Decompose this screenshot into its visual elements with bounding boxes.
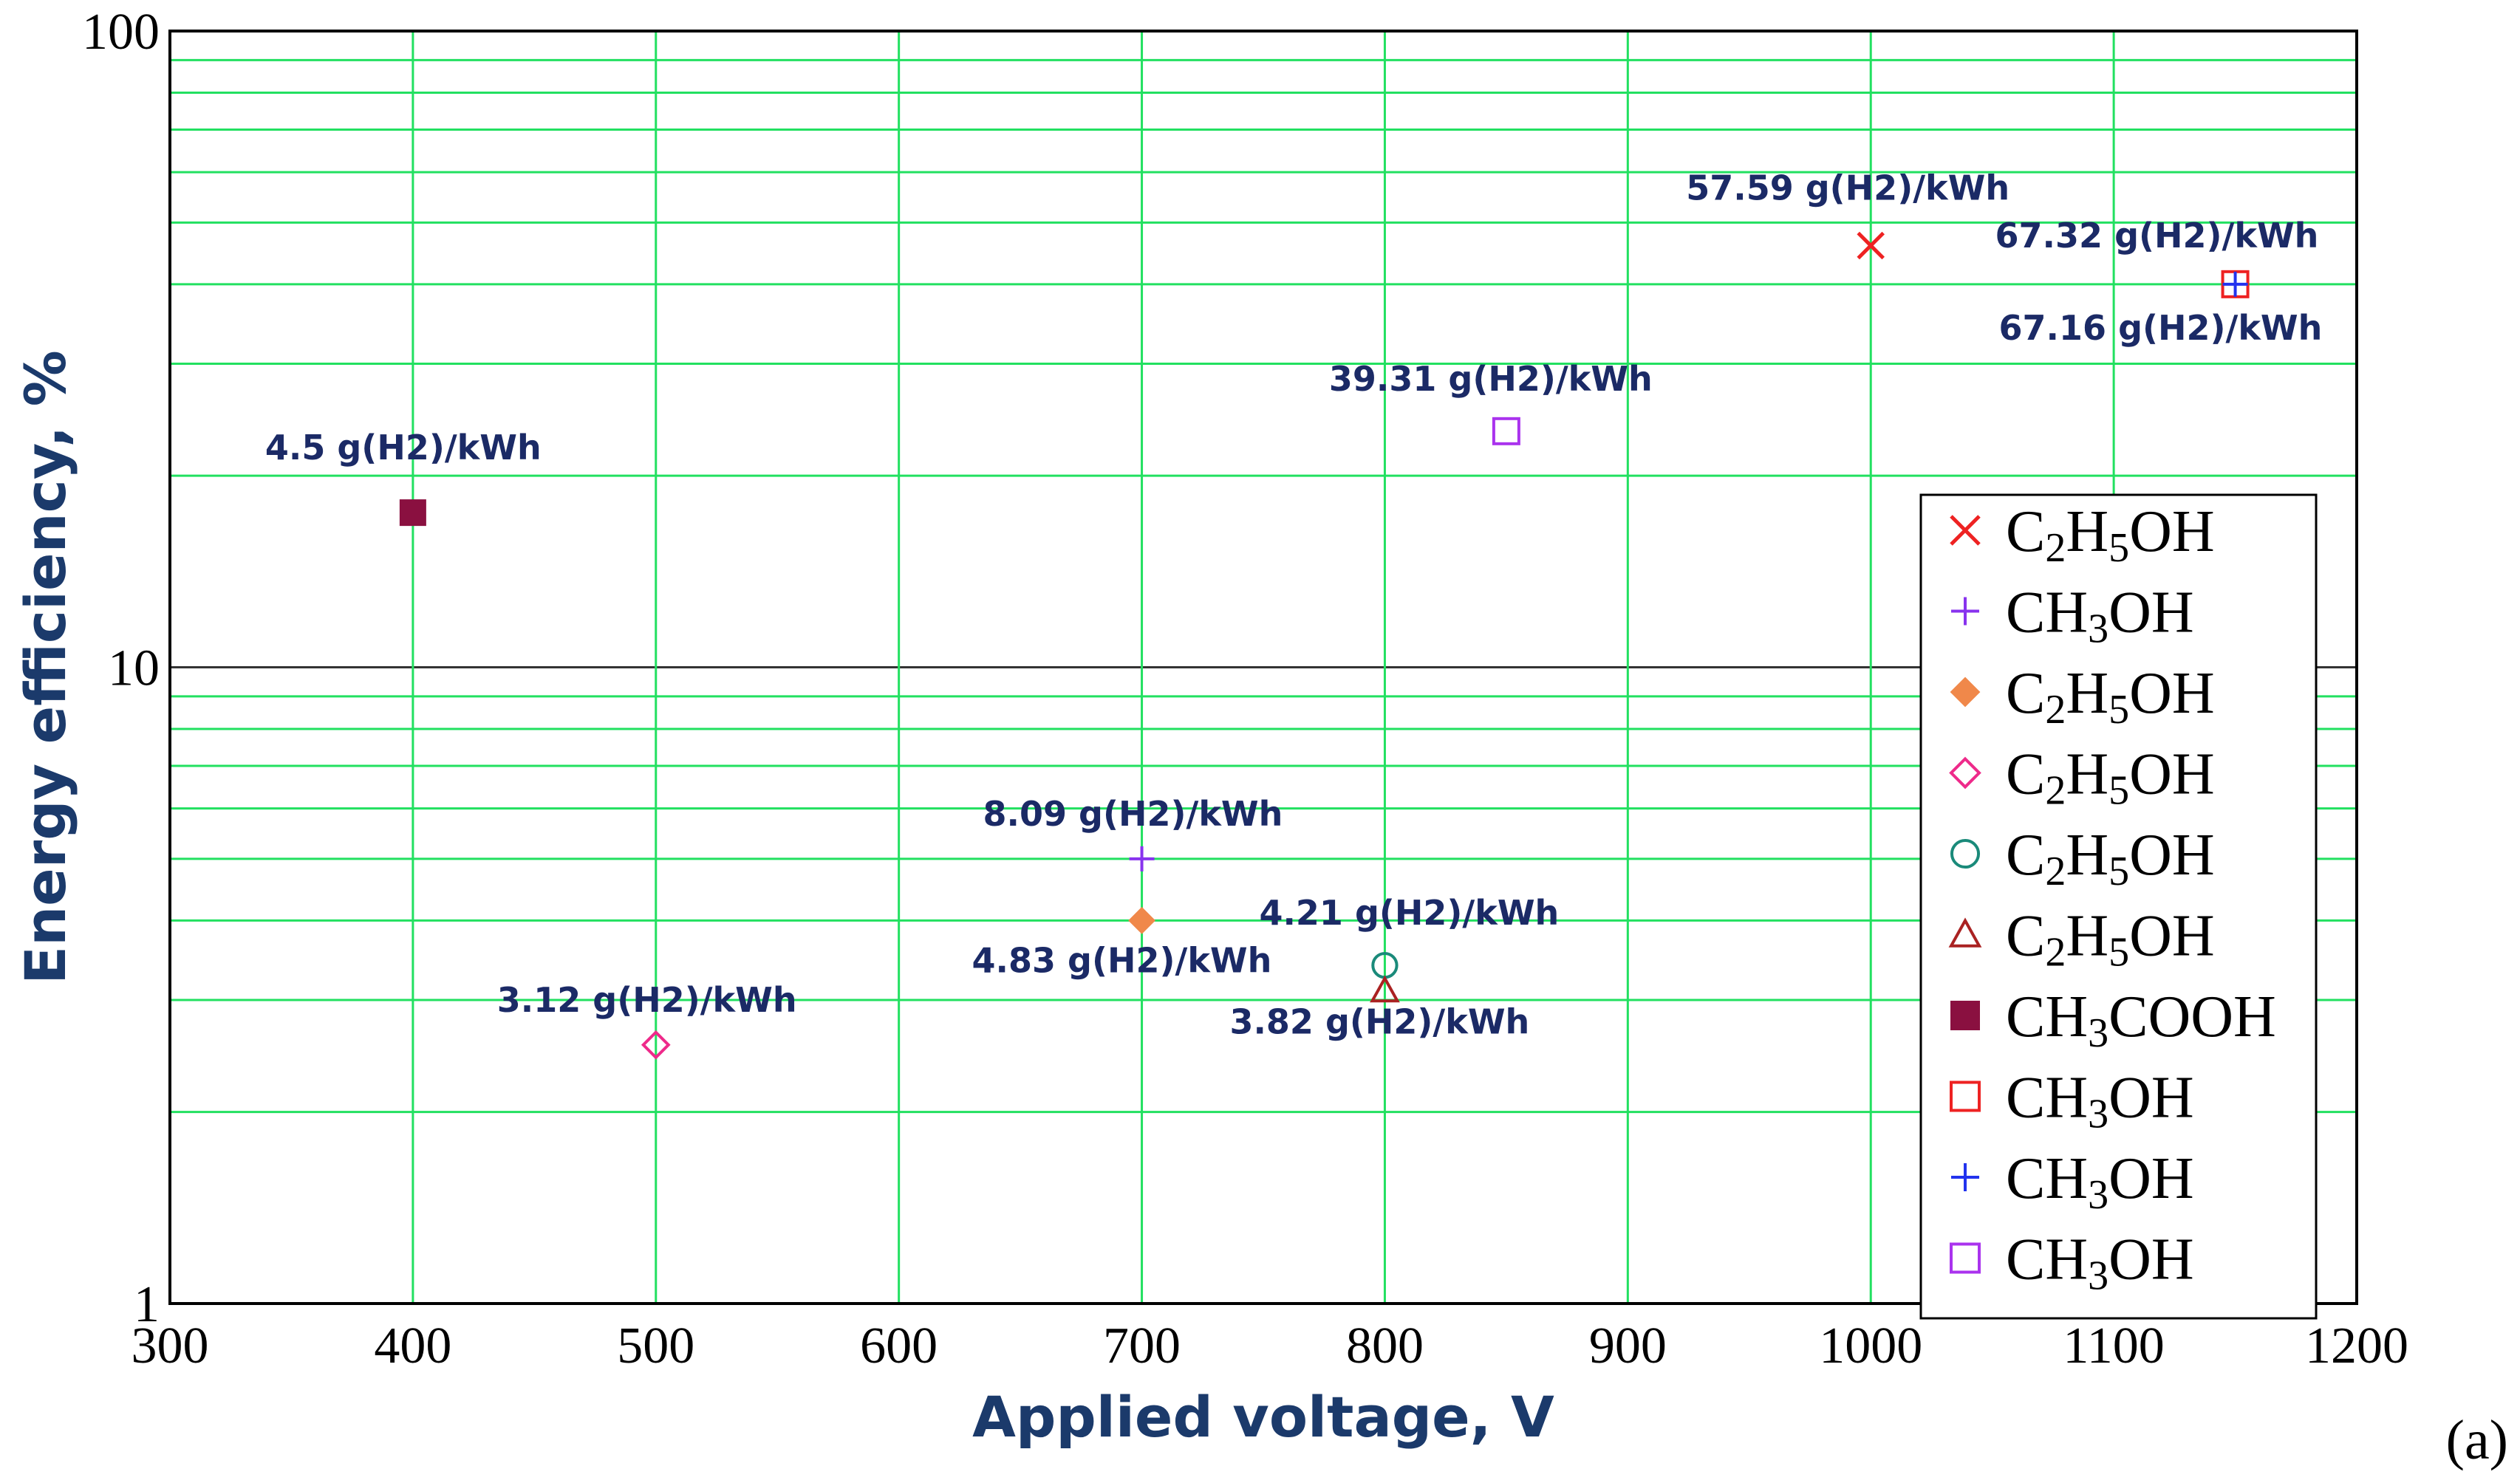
legend-marker-diamond-open <box>1949 756 1981 790</box>
x-tick-label: 600 <box>860 1318 938 1374</box>
legend-marker-plus <box>1951 1163 1979 1191</box>
legend-entry-label: C2H5OH <box>2006 823 2215 894</box>
x-axis-title: Applied voltage, V <box>972 1384 1554 1450</box>
data-label: 39.31 g(H2)/kWh <box>1329 359 1653 399</box>
x-tick-label: 700 <box>1103 1318 1181 1374</box>
x-tick-label: 500 <box>617 1318 694 1374</box>
x-tick-label: 400 <box>374 1318 451 1374</box>
legend-entry-label: CH3OH <box>2006 1066 2194 1137</box>
legend-box <box>1919 493 2318 1320</box>
y-axis-title: Energy efficiency, % <box>13 350 78 984</box>
legend-marker-plus <box>1951 597 1979 626</box>
legend-entry-label: C2H5OH <box>2006 742 2215 814</box>
data-label: 3.12 g(H2)/kWh <box>497 980 797 1020</box>
data-label: 3.82 g(H2)/kWh <box>1229 1002 1529 1042</box>
data-point-diamond-open <box>641 1030 671 1060</box>
legend-marker-triangle-open <box>1948 917 1982 948</box>
x-tick-label: 900 <box>1589 1318 1667 1374</box>
data-point-x <box>1857 231 1885 260</box>
legend-entry-label: C2H5OH <box>2006 904 2215 976</box>
data-label: 4.5 g(H2)/kWh <box>265 428 542 467</box>
data-label: 4.21 g(H2)/kWh <box>1259 893 1559 933</box>
y-tick-label: 100 <box>82 4 160 61</box>
legend-entry-label: CH3OH <box>2006 1146 2194 1218</box>
data-point-plus <box>2222 271 2248 297</box>
x-tick-label: 300 <box>132 1318 209 1374</box>
x-tick-label: 1200 <box>2305 1318 2408 1374</box>
legend-marker-square-open <box>1950 1242 1981 1274</box>
data-point-triangle-open <box>1370 975 1400 1003</box>
legend-marker-square-open <box>1950 1080 1981 1112</box>
x-tick-label: 1100 <box>2063 1318 2164 1374</box>
legend-entry-label: CH3COOH <box>2006 984 2276 1056</box>
legend-entry-label: CH3OH <box>2006 580 2194 652</box>
x-tick-label: 800 <box>1346 1318 1424 1374</box>
plot-frame <box>168 30 2358 1305</box>
data-point-square-open <box>1492 417 1520 445</box>
y-tick-label: 1 <box>134 1276 160 1333</box>
data-point-square-filled <box>399 499 426 527</box>
x-tick-label: 1000 <box>1819 1318 1922 1374</box>
legend-entry-label: C2H5OH <box>2006 499 2215 571</box>
data-label: 57.59 g(H2)/kWh <box>1686 168 2009 208</box>
axis-ticks: 300 400 500 600 700 800 900 1000 1100 1200 1 10 100 <box>82 4 2408 1374</box>
legend: C2H5OH CH3OH C2H5OH C2H5OH C2H5OH C2H5OH CH3CO… <box>1919 493 2318 1320</box>
data-point-diamond-filled <box>1128 906 1155 934</box>
data-label: 67.32 g(H2)/kWh <box>1995 216 2319 256</box>
legend-marker-x <box>1950 515 1981 546</box>
data-point-plus <box>1129 846 1155 871</box>
legend-entry-label: CH3OH <box>2006 1227 2194 1299</box>
legend-marker-square-filled <box>1950 1001 1980 1030</box>
data-label: 4.83 g(H2)/kWh <box>972 940 1272 980</box>
legend-marker-circle-open <box>1950 838 1981 869</box>
data-label: 67.16 g(H2)/kWh <box>1999 308 2323 348</box>
y-tick-label: 10 <box>108 640 160 697</box>
data-annotations: 57.59 g(H2)/kWh 8.09 g(H2)/kWh 4.83 g(H2)/… <box>265 168 2323 1042</box>
data-points <box>399 231 2250 1060</box>
legend-entry-label: C2H5OH <box>2006 661 2215 733</box>
data-label: 8.09 g(H2)/kWh <box>983 794 1283 834</box>
panel-label: (a) <box>2446 1409 2508 1471</box>
legend-marker-diamond-filled <box>1950 677 1981 708</box>
